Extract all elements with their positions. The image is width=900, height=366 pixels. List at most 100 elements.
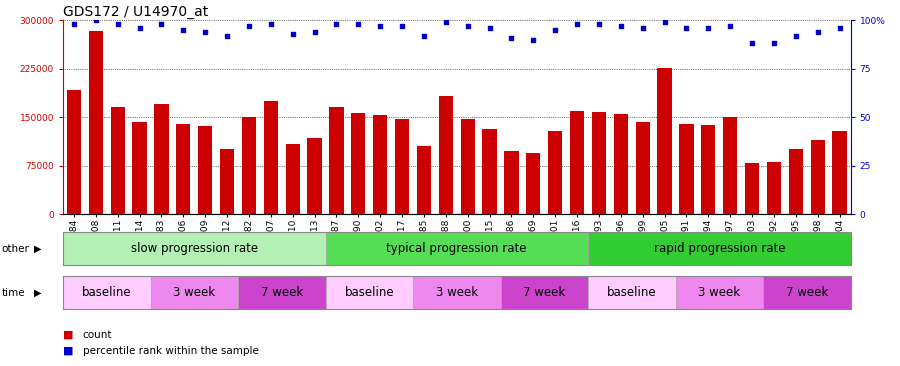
Text: 7 week: 7 week bbox=[261, 286, 303, 299]
Point bbox=[832, 25, 847, 31]
Text: GDS172 / U14970_at: GDS172 / U14970_at bbox=[63, 5, 208, 19]
Point bbox=[329, 21, 344, 27]
Bar bbox=[111, 108, 125, 214]
Bar bbox=[588, 232, 850, 265]
Point bbox=[701, 25, 716, 31]
Bar bbox=[176, 124, 191, 214]
Text: ■: ■ bbox=[63, 346, 74, 356]
Point bbox=[570, 21, 584, 27]
Bar bbox=[526, 153, 540, 214]
Point bbox=[417, 33, 431, 38]
Bar bbox=[63, 276, 150, 309]
Bar bbox=[395, 119, 410, 214]
Point bbox=[438, 19, 453, 25]
Text: rapid progression rate: rapid progression rate bbox=[653, 242, 785, 255]
Point bbox=[788, 33, 803, 38]
Text: slow progression rate: slow progression rate bbox=[130, 242, 257, 255]
Text: other: other bbox=[2, 244, 30, 254]
Bar bbox=[285, 144, 300, 214]
Bar bbox=[701, 125, 716, 214]
Bar bbox=[745, 163, 760, 214]
Text: baseline: baseline bbox=[607, 286, 657, 299]
Bar bbox=[150, 276, 238, 309]
Bar bbox=[588, 276, 676, 309]
Point bbox=[67, 21, 81, 27]
Point bbox=[504, 35, 518, 41]
Bar bbox=[614, 114, 628, 214]
Text: 7 week: 7 week bbox=[786, 286, 828, 299]
Bar bbox=[767, 163, 781, 214]
Point bbox=[548, 27, 562, 33]
Bar bbox=[198, 126, 212, 214]
Bar bbox=[154, 104, 168, 214]
Bar bbox=[417, 146, 431, 214]
Bar bbox=[264, 101, 278, 214]
Point bbox=[220, 33, 234, 38]
Point bbox=[176, 27, 191, 33]
Point bbox=[767, 41, 781, 46]
Text: ■: ■ bbox=[63, 330, 74, 340]
Point bbox=[132, 25, 147, 31]
Bar bbox=[680, 124, 694, 214]
Text: 3 week: 3 week bbox=[173, 286, 215, 299]
Bar bbox=[723, 117, 737, 214]
Bar bbox=[238, 276, 326, 309]
Text: baseline: baseline bbox=[345, 286, 394, 299]
Bar bbox=[89, 31, 103, 214]
Bar bbox=[676, 276, 763, 309]
Bar bbox=[482, 129, 497, 214]
Bar bbox=[308, 138, 321, 214]
Point bbox=[461, 23, 475, 29]
Bar bbox=[500, 276, 588, 309]
Bar bbox=[788, 149, 803, 214]
Bar bbox=[438, 96, 453, 214]
Bar bbox=[635, 122, 650, 214]
Point bbox=[745, 41, 760, 46]
Bar bbox=[63, 232, 326, 265]
Point bbox=[482, 25, 497, 31]
Bar bbox=[592, 112, 606, 214]
Bar bbox=[67, 90, 81, 214]
Text: 3 week: 3 week bbox=[698, 286, 741, 299]
Point bbox=[264, 21, 278, 27]
Point bbox=[308, 29, 322, 35]
Bar bbox=[132, 122, 147, 214]
Point bbox=[154, 21, 168, 27]
Bar bbox=[374, 115, 387, 214]
Text: ▶: ▶ bbox=[34, 244, 41, 254]
Text: typical progression rate: typical progression rate bbox=[386, 242, 527, 255]
Bar bbox=[326, 276, 413, 309]
Point bbox=[614, 23, 628, 29]
Point bbox=[88, 17, 103, 23]
Bar bbox=[461, 119, 475, 214]
Point bbox=[526, 37, 541, 42]
Text: 3 week: 3 week bbox=[436, 286, 478, 299]
Point bbox=[242, 23, 256, 29]
Bar bbox=[326, 232, 588, 265]
Text: baseline: baseline bbox=[82, 286, 131, 299]
Bar bbox=[763, 276, 850, 309]
Bar bbox=[832, 131, 847, 214]
Point bbox=[373, 23, 387, 29]
Point bbox=[285, 31, 300, 37]
Text: 7 week: 7 week bbox=[523, 286, 565, 299]
Bar bbox=[220, 149, 234, 214]
Point bbox=[395, 23, 410, 29]
Point bbox=[723, 23, 737, 29]
Point bbox=[657, 19, 671, 25]
Point bbox=[198, 29, 212, 35]
Bar bbox=[658, 68, 671, 214]
Bar bbox=[242, 117, 256, 214]
Bar bbox=[504, 151, 518, 214]
Text: count: count bbox=[83, 330, 112, 340]
Bar bbox=[351, 113, 365, 214]
Bar bbox=[548, 131, 562, 214]
Text: percentile rank within the sample: percentile rank within the sample bbox=[83, 346, 258, 356]
Point bbox=[680, 25, 694, 31]
Bar bbox=[413, 276, 500, 309]
Bar bbox=[811, 141, 824, 214]
Point bbox=[591, 21, 606, 27]
Bar bbox=[329, 108, 344, 214]
Bar bbox=[570, 111, 584, 214]
Point bbox=[635, 25, 650, 31]
